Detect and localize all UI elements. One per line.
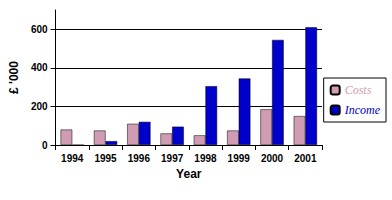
svg-text:£ '000: £ '000 (7, 61, 21, 94)
svg-text:1998: 1998 (194, 153, 217, 164)
svg-text:600: 600 (31, 24, 48, 35)
svg-text:1996: 1996 (128, 153, 151, 164)
svg-text:1997: 1997 (161, 153, 184, 164)
svg-text:Year: Year (176, 167, 202, 181)
svg-text:0: 0 (42, 140, 48, 151)
svg-text:200: 200 (31, 101, 48, 112)
svg-text:2001: 2001 (294, 153, 317, 164)
svg-text:1999: 1999 (228, 153, 251, 164)
svg-text:2000: 2000 (261, 153, 284, 164)
svg-text:1995: 1995 (94, 153, 117, 164)
svg-text:400: 400 (31, 62, 48, 73)
svg-text:Costs: Costs (345, 83, 372, 97)
svg-text:Income: Income (344, 103, 381, 117)
svg-text:1994: 1994 (61, 153, 84, 164)
